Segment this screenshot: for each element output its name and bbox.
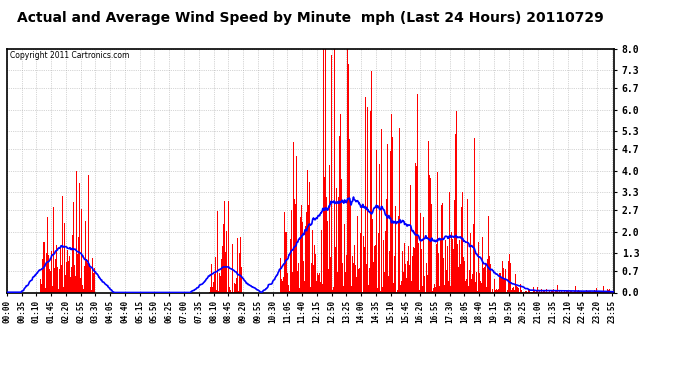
Text: Copyright 2011 Cartronics.com: Copyright 2011 Cartronics.com <box>10 51 129 60</box>
Text: Actual and Average Wind Speed by Minute  mph (Last 24 Hours) 20110729: Actual and Average Wind Speed by Minute … <box>17 11 604 25</box>
